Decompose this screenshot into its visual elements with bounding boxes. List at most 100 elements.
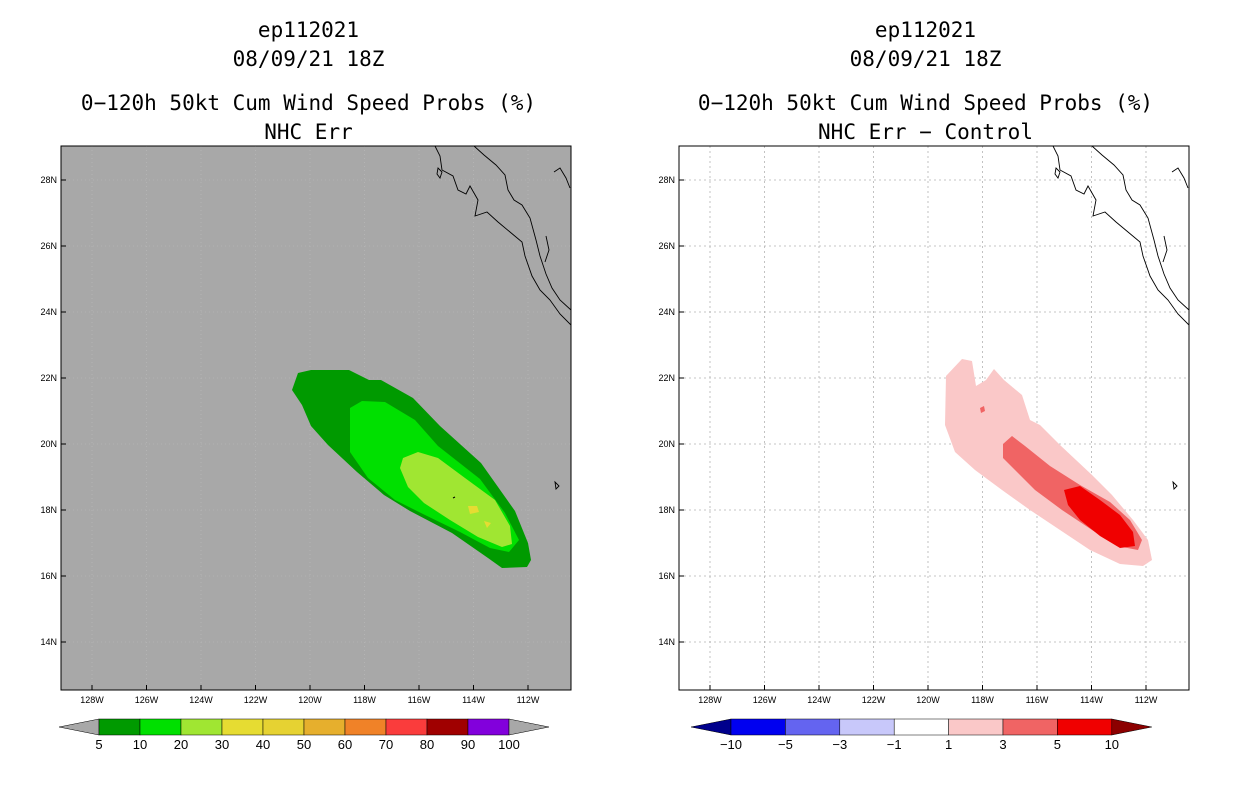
- right-difference-contours: [945, 359, 1152, 566]
- colorbar-segment: [221, 718, 264, 736]
- right-map-background: [679, 146, 1189, 690]
- lon-label: 128W: [698, 695, 722, 705]
- lon-label: 124W: [189, 695, 213, 705]
- lat-label: 14N: [658, 637, 675, 647]
- colorbar-segment: [893, 718, 949, 736]
- colorbar-label: 20: [174, 737, 188, 752]
- colorbar-segment: [839, 718, 895, 736]
- lon-label: 116W: [408, 695, 431, 705]
- colorbar-segment: [1057, 718, 1113, 736]
- colorbar-segment: [948, 718, 1004, 736]
- left-title-block: ep112021 08/09/21 18Z 0−120h 50kt Cum Wi…: [60, 16, 557, 147]
- lat-label: 16N: [40, 571, 57, 581]
- lat-label: 20N: [40, 439, 57, 449]
- colorbar-label: −5: [778, 737, 793, 752]
- colorbar-label: 80: [420, 737, 434, 752]
- colorbar-label: −10: [720, 737, 742, 752]
- left-contour-20pct: [400, 452, 512, 547]
- colorbar-label: −3: [832, 737, 847, 752]
- lon-label: 126W: [753, 695, 777, 705]
- colorbar-label: 100: [498, 737, 520, 752]
- lon-label: 128W: [80, 695, 104, 705]
- colorbar-label: 10: [133, 737, 147, 752]
- lon-label: 118W: [971, 695, 994, 705]
- lat-label: 16N: [658, 571, 675, 581]
- colorbar-label: 60: [338, 737, 352, 752]
- left-datetime: 08/09/21 18Z: [232, 47, 385, 71]
- right-title-block: ep112021 08/09/21 18Z 0−120h 50kt Cum Wi…: [677, 16, 1174, 147]
- right-chart-subtitle: NHC Err − Control: [818, 120, 1033, 144]
- colorbar-segment: [385, 718, 428, 736]
- colorbar-label: 5: [1054, 737, 1061, 752]
- right-colorbar: −10 −5 −3 −1 1 3 5 10: [690, 718, 1152, 752]
- left-storm-id: ep112021: [257, 18, 360, 42]
- lon-label: 114W: [462, 695, 485, 705]
- colorbar-lower-arrow: [690, 718, 732, 736]
- right-chart-title: 0−120h 50kt Cum Wind Speed Probs (%): [697, 91, 1154, 115]
- lat-label: 22N: [40, 373, 57, 383]
- lon-label: 122W: [244, 695, 268, 705]
- colorbar-segment: [180, 718, 223, 736]
- left-contour-30pct-b: [484, 521, 491, 528]
- colorbar-label: 70: [379, 737, 393, 752]
- left-map-frame: [60, 145, 572, 691]
- colorbar-label: 30: [215, 737, 229, 752]
- lat-label: 22N: [658, 373, 675, 383]
- lat-label: 28N: [658, 175, 675, 185]
- lat-label: 18N: [658, 505, 675, 515]
- lon-label: 112W: [1135, 695, 1158, 705]
- colorbar-segment: [785, 718, 841, 736]
- lon-label: 120W: [298, 695, 322, 705]
- right-axis-ticks: 28N 26N 24N 22N 20N 18N 16N 14N 128W 126W 124W 122W…: [658, 175, 1157, 705]
- left-track-dot: [452, 496, 456, 499]
- right-map-panel: 28N 26N 24N 22N 20N 18N 16N 14N 128W 126W 124W 122W…: [658, 145, 1190, 705]
- lon-label: 114W: [1080, 695, 1103, 705]
- lat-label: 26N: [40, 241, 57, 251]
- colorbar-segment: [303, 718, 346, 736]
- lat-label: 18N: [40, 505, 57, 515]
- left-chart-title: 0−120h 50kt Cum Wind Speed Probs (%): [80, 91, 537, 115]
- lat-label: 20N: [658, 439, 675, 449]
- lon-label: 122W: [862, 695, 886, 705]
- left-map-panel: 28N 26N 24N 22N 20N 18N 16N 14N 128W 126W 124W 122W…: [40, 145, 572, 705]
- colorbar-upper-arrow: [508, 718, 550, 736]
- left-gridlines: [61, 146, 571, 690]
- lat-label: 24N: [658, 307, 675, 317]
- colorbar-label: 10: [1105, 737, 1119, 752]
- colorbar-upper-arrow: [1111, 718, 1152, 736]
- lon-label: 112W: [517, 695, 540, 705]
- right-contour-5: [1064, 486, 1135, 548]
- colorbar-label: 50: [297, 737, 311, 752]
- lat-label: 28N: [40, 175, 57, 185]
- left-chart-subtitle: NHC Err: [264, 120, 353, 144]
- lon-label: 120W: [916, 695, 940, 705]
- colorbar-label: −1: [887, 737, 902, 752]
- colorbar-segment: [426, 718, 469, 736]
- colorbar-segment: [1002, 718, 1058, 736]
- right-datetime: 08/09/21 18Z: [849, 47, 1002, 71]
- colorbar-segment: [262, 718, 305, 736]
- right-map-frame: [678, 145, 1190, 691]
- right-contour-small: [980, 406, 985, 413]
- colorbar-label: 90: [461, 737, 475, 752]
- colorbar-segment: [98, 718, 141, 736]
- colorbar-segment: [344, 718, 387, 736]
- left-probability-contours: [292, 370, 531, 568]
- colorbar-label: 5: [95, 737, 102, 752]
- right-coastline: [1052, 146, 1189, 490]
- colorbar-label: 3: [999, 737, 1006, 752]
- lat-label: 24N: [40, 307, 57, 317]
- colorbar-segment: [467, 718, 510, 736]
- colorbar-lower-arrow: [58, 718, 100, 736]
- right-storm-id: ep112021: [874, 18, 977, 42]
- lat-label: 14N: [40, 637, 57, 647]
- left-axis-ticks: 28N 26N 24N 22N 20N 18N 16N 14N 128W 126W 124W 122W…: [40, 175, 539, 705]
- left-colorbar: 5 10 20 30 40 50 60 70 80 90 100: [58, 718, 550, 752]
- left-contour-30pct-a: [468, 506, 479, 514]
- lon-label: 116W: [1026, 695, 1049, 705]
- lon-label: 118W: [353, 695, 376, 705]
- colorbar-segment: [730, 718, 786, 736]
- lat-label: 26N: [658, 241, 675, 251]
- left-coastline: [434, 146, 571, 490]
